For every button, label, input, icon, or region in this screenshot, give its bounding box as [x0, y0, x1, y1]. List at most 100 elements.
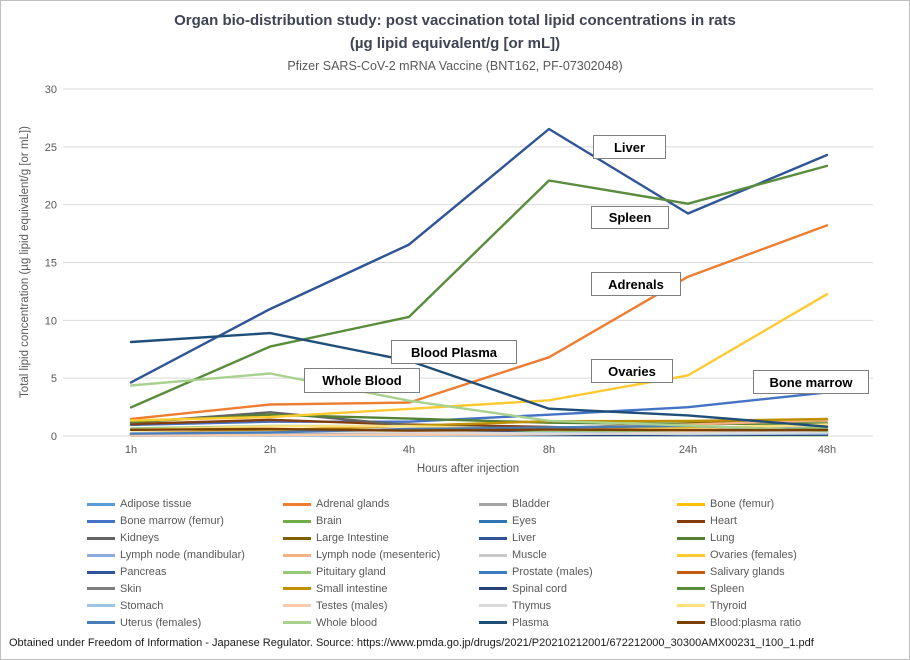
legend-item-adrenal-glands: Adrenal glands [283, 496, 479, 513]
legend-label: Liver [512, 532, 536, 545]
legend-item-small-intestine: Small intestine [283, 580, 479, 597]
legend-item-adipose-tissue: Adipose tissue [87, 496, 283, 513]
legend: Adipose tissue Adrenal glands Bladder Bone … [87, 496, 903, 631]
series-line-ovaries-females [129, 293, 829, 422]
legend-item-bone-femur: Bone (femur) [677, 496, 903, 513]
legend-item-spleen: Spleen [677, 580, 903, 597]
legend-swatch [87, 570, 115, 574]
legend-item-thymus: Thymus [479, 597, 677, 614]
legend-item-spinal-cord: Spinal cord [479, 580, 677, 597]
legend-swatch [479, 502, 507, 506]
y-tick-label: 0 [51, 431, 57, 443]
legend-swatch [87, 519, 115, 523]
series-line-liver [129, 127, 829, 384]
legend-label: Muscle [512, 549, 547, 562]
legend-swatch [677, 502, 705, 506]
legend-label: Whole blood [316, 616, 378, 629]
legend-swatch [283, 621, 311, 625]
legend-swatch [677, 536, 705, 540]
annotation-liver: Liver [593, 135, 666, 159]
legend-swatch [283, 553, 311, 557]
legend-label: Adipose tissue [120, 498, 192, 511]
legend-label: Kidneys [120, 532, 160, 545]
y-axis-tick-labels: 0 5 10 15 20 25 30 [45, 84, 57, 443]
legend-item-prostate-males: Prostate (males) [479, 564, 677, 581]
legend-swatch [677, 553, 705, 557]
legend-label: Small intestine [316, 582, 388, 595]
legend-swatch [87, 621, 115, 625]
legend-swatch [479, 587, 507, 591]
series-line-blood-plasma-ratio [129, 427, 829, 432]
plot-area: 0 5 10 15 20 25 30 1h 2h 4h 8h 24h 48h Hours after … [19, 84, 873, 475]
legend-label: Large Intestine [316, 532, 389, 545]
legend-swatch [87, 553, 115, 557]
legend-item-brain: Brain [283, 513, 479, 530]
legend-label: Brain [316, 515, 342, 528]
legend-item-pituitary-gland: Pituitary gland [283, 564, 479, 581]
annotation-spleen: Spleen [591, 206, 669, 229]
legend-label: Blood:plasma ratio [710, 616, 802, 629]
legend-item-muscle: Muscle [479, 547, 677, 564]
legend-label: Skin [120, 582, 142, 595]
legend-swatch [479, 519, 507, 523]
series-line-spleen [129, 164, 829, 409]
legend-swatch [479, 536, 507, 540]
x-tick-label: 2h [264, 444, 276, 456]
legend-label: Heart [710, 515, 737, 528]
legend-label: Testes (males) [316, 599, 388, 612]
legend-label: Bladder [512, 498, 550, 511]
legend-item-whole-blood: Whole blood [283, 614, 479, 631]
legend-item-testes-males: Testes (males) [283, 597, 479, 614]
legend-swatch [479, 570, 507, 574]
legend-label: Lymph node (mandibular) [120, 549, 245, 562]
legend-swatch [87, 604, 115, 608]
x-tick-label: 48h [818, 444, 836, 456]
x-tick-label: 1h [125, 444, 137, 456]
legend-label: Lymph node (mesenteric) [316, 549, 441, 562]
series-line-plasma [129, 331, 829, 428]
annotation-whole-blood: Whole Blood [304, 368, 420, 393]
legend-label: Thymus [512, 599, 552, 612]
legend-swatch [677, 570, 705, 574]
legend-swatch [87, 587, 115, 591]
legend-swatch [283, 570, 311, 574]
legend-label: Spinal cord [512, 582, 568, 595]
legend-item-blood-plasma-ratio: Blood:plasma ratio [677, 614, 903, 631]
legend-swatch [677, 604, 705, 608]
series-line-adrenal-glands [129, 224, 829, 421]
y-tick-label: 5 [51, 373, 57, 385]
legend-label: Prostate (males) [512, 566, 593, 578]
legend-label: Plasma [512, 616, 549, 629]
series-line-small-intestine [129, 417, 829, 435]
annotation-bone-marrow: Bone marrow [753, 370, 869, 394]
legend-label: Spleen [710, 582, 745, 595]
legend-label: Adrenal glands [316, 498, 390, 511]
legend-item-bone-marrow-femur: Bone marrow (femur) [87, 513, 283, 530]
legend-item-thyroid: Thyroid [677, 597, 903, 614]
legend-swatch [479, 604, 507, 608]
legend-item-skin: Skin [87, 580, 283, 597]
legend-item-heart: Heart [677, 513, 903, 530]
legend-label: Stomach [120, 599, 164, 612]
legend-label: Salivary glands [710, 566, 785, 578]
legend-swatch [87, 536, 115, 540]
legend-item-ovaries-females: Ovaries (females) [677, 547, 903, 564]
legend-swatch [283, 604, 311, 608]
legend-label: Pituitary gland [316, 566, 386, 578]
legend-swatch [283, 536, 311, 540]
chart-title-line1: Organ bio-distribution study: post vacci… [174, 12, 736, 29]
legend-item-lymph-node-mesenteric: Lymph node (mesenteric) [283, 547, 479, 564]
legend-swatch [283, 519, 311, 523]
legend-item-salivary-glands: Salivary glands [677, 564, 903, 581]
legend-item-uterus-females: Uterus (females) [87, 614, 283, 631]
legend-item-large-intestine: Large Intestine [283, 530, 479, 547]
legend-label: Bone marrow (femur) [120, 515, 224, 528]
series-line-bone-marrow-femur [129, 391, 829, 427]
x-tick-label: 24h [679, 444, 697, 456]
annotation-ovaries: Ovaries [591, 359, 673, 383]
legend-item-pancreas: Pancreas [87, 564, 283, 581]
legend-item-liver: Liver [479, 530, 677, 547]
legend-label: Pancreas [120, 566, 167, 578]
legend-item-kidneys: Kidneys [87, 530, 283, 547]
